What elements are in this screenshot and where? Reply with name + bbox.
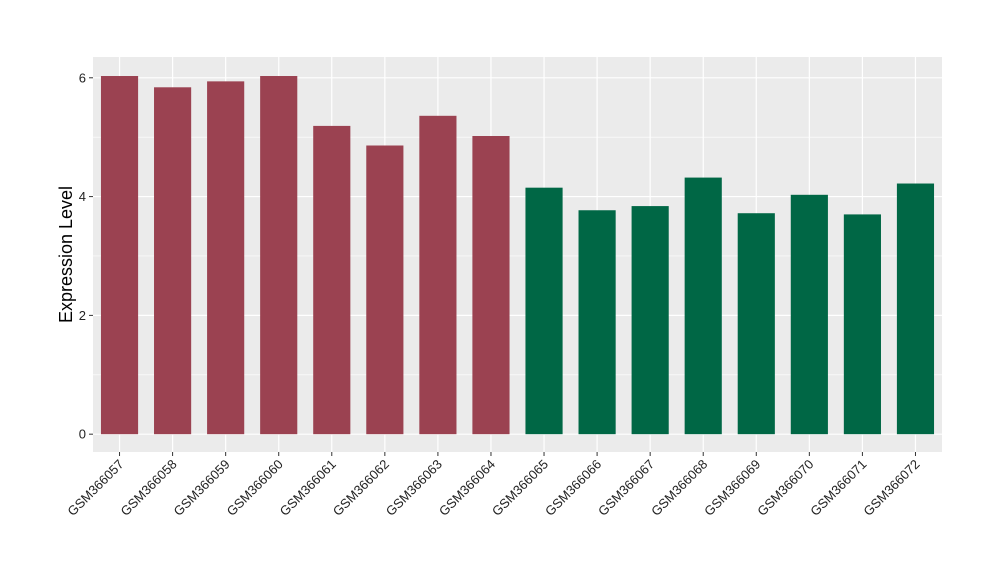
bar	[578, 210, 616, 435]
bar	[154, 87, 192, 435]
x-tick-label: GSM366066	[542, 457, 604, 519]
bar	[631, 206, 669, 435]
x-tick-label: GSM366063	[383, 457, 445, 519]
x-tick-label: GSM366072	[860, 457, 922, 519]
x-tick-label: GSM366065	[489, 457, 551, 519]
x-tick-label: GSM366071	[807, 457, 869, 519]
y-axis-title: Expression Level	[56, 186, 76, 323]
x-tick-label: GSM366068	[648, 457, 710, 519]
x-tick-label: GSM366059	[171, 457, 233, 519]
bar	[472, 136, 510, 435]
bar	[207, 81, 245, 435]
bar	[684, 177, 722, 435]
y-tick-label: 6	[79, 70, 86, 85]
x-axis: GSM366057GSM366058GSM366059GSM366060GSM3…	[64, 452, 923, 519]
bar	[313, 125, 351, 435]
bar	[525, 187, 563, 435]
bar	[419, 115, 457, 435]
x-tick-label: GSM366064	[436, 457, 498, 519]
bar	[790, 194, 828, 435]
bar	[843, 214, 881, 435]
bar	[100, 76, 139, 435]
bars	[100, 76, 935, 435]
y-axis: 0 2 4 6	[79, 70, 93, 442]
x-tick-label: GSM366069	[701, 457, 763, 519]
x-tick-label: GSM366061	[277, 457, 339, 519]
bar	[260, 76, 298, 435]
y-tick-label: 4	[79, 189, 86, 204]
y-tick-label: 2	[79, 308, 86, 323]
x-tick-label: GSM366067	[595, 457, 657, 519]
x-tick-label: GSM366062	[330, 457, 392, 519]
x-tick-label: GSM366060	[224, 457, 286, 519]
bar	[896, 183, 935, 435]
bar	[366, 145, 404, 435]
x-tick-label: GSM366070	[754, 457, 816, 519]
x-tick-label: GSM366057	[64, 457, 126, 519]
bar	[737, 213, 775, 435]
x-tick-label: GSM366058	[117, 457, 179, 519]
y-tick-label: 0	[79, 427, 86, 442]
